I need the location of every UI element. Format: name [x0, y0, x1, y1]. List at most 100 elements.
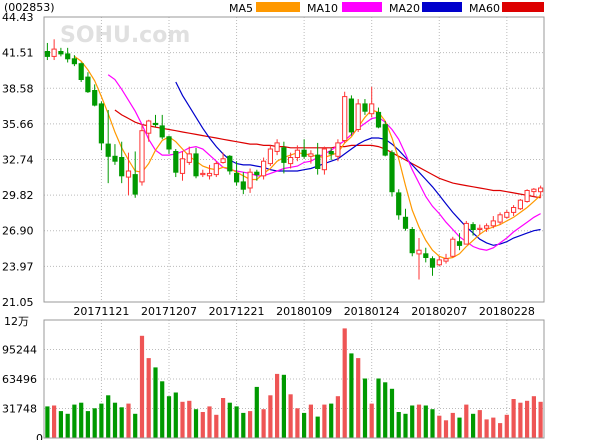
- candle-body: [193, 153, 199, 177]
- volume-bar: [430, 409, 435, 438]
- candle-body: [105, 143, 111, 157]
- volume-bar: [477, 410, 482, 438]
- volume-bar: [531, 396, 536, 438]
- volume-bar: [126, 403, 131, 438]
- volume-bar: [443, 420, 449, 438]
- stock-code: (002853): [4, 1, 55, 14]
- volume-bar: [322, 404, 327, 438]
- candle-body: [517, 199, 523, 210]
- candle-body: [132, 174, 138, 195]
- price-tick-label: 26.90: [2, 225, 34, 238]
- ma60-line: [114, 109, 541, 199]
- candle-body: [470, 224, 476, 231]
- volume-bar: [511, 399, 516, 438]
- volume-bar: [389, 388, 395, 438]
- volume-bar: [200, 412, 205, 438]
- candle-body: [315, 154, 321, 170]
- volume-bar: [376, 378, 381, 438]
- legend-label-ma10: MA10: [307, 2, 338, 15]
- candle-body: [98, 103, 105, 144]
- volume-bar: [214, 414, 219, 438]
- volume-bar: [99, 403, 104, 438]
- volume-bar: [133, 413, 138, 438]
- candle-body: [206, 172, 213, 177]
- candle-body: [497, 214, 503, 223]
- volume-bar: [295, 408, 300, 438]
- volume-bar: [234, 406, 239, 438]
- candle-body: [301, 149, 307, 157]
- candle-body: [416, 249, 422, 255]
- volume-bar: [437, 415, 442, 438]
- volume-bar: [504, 414, 509, 438]
- volume-bar: [281, 374, 286, 438]
- volume-tick-label: 63496: [2, 373, 37, 386]
- volume-bar: [45, 406, 50, 438]
- volume-bar: [261, 409, 266, 438]
- volume-bar: [153, 367, 158, 438]
- candle-body: [308, 153, 314, 157]
- candle-body: [436, 259, 442, 266]
- date-tick-label: 20180207: [411, 305, 467, 318]
- price-panel-frame: [43, 16, 545, 303]
- volume-unit-label: 12万: [4, 315, 29, 328]
- candle-body: [396, 192, 402, 216]
- volume-bar: [248, 411, 253, 438]
- volume-bar: [65, 413, 70, 438]
- volume-bar: [275, 373, 280, 438]
- date-tick-label: 20171207: [141, 305, 197, 318]
- candle-body: [85, 76, 91, 93]
- candle-body: [71, 58, 78, 65]
- candle-body: [119, 157, 125, 177]
- volume-bar: [416, 404, 422, 438]
- date-axis: 20171121 20171207 20171221 20180109 20180124…: [73, 305, 534, 318]
- candle-body: [200, 172, 206, 176]
- volume-bar: [187, 400, 192, 438]
- candle-body: [152, 122, 159, 126]
- candle-body: [484, 225, 490, 229]
- candle-body: [402, 216, 409, 229]
- candle-body: [511, 207, 517, 213]
- candle-body: [409, 229, 415, 254]
- volume-bar: [423, 405, 428, 438]
- volume-bar: [362, 378, 368, 438]
- date-tick-label: 20180109: [276, 305, 332, 318]
- price-tick-label: 32.74: [2, 154, 34, 167]
- price-tick-label: 38.58: [2, 82, 34, 95]
- volume-bar: [450, 412, 455, 438]
- volume-bar: [112, 402, 118, 438]
- watermark-logo: SOHU.com: [60, 23, 190, 48]
- candlestick-series: [44, 39, 544, 280]
- date-tick-label: 20171121: [73, 305, 129, 318]
- price-grid: [44, 16, 544, 438]
- volume-bar: [166, 396, 172, 438]
- price-tick-label: 41.51: [2, 47, 34, 60]
- candle-body: [254, 171, 260, 176]
- candle-body: [490, 220, 496, 227]
- ma5-line: [74, 55, 542, 260]
- candle-body: [51, 48, 57, 57]
- candle-body: [261, 160, 267, 177]
- volume-bar: [180, 401, 185, 438]
- candle-body: [477, 227, 483, 231]
- candle-body: [382, 124, 388, 156]
- volume-bar: [491, 417, 496, 438]
- date-tick-label: 20180228: [479, 305, 535, 318]
- candle-body: [443, 258, 449, 262]
- price-tick-label: 21.05: [2, 296, 34, 309]
- volume-bar: [329, 403, 334, 438]
- candle-body: [146, 120, 152, 134]
- candle-body: [362, 103, 368, 112]
- price-tick-label: 29.82: [2, 189, 34, 202]
- price-tick-label: 35.66: [2, 118, 34, 131]
- candle-body: [389, 152, 395, 193]
- candle-body: [375, 111, 382, 128]
- candle-body: [58, 51, 64, 55]
- candle-body: [456, 241, 463, 246]
- volume-bar: [457, 417, 462, 438]
- candle-body: [240, 181, 246, 190]
- volume-bar: [160, 381, 165, 438]
- volume-bar: [52, 405, 57, 438]
- candle-body: [369, 103, 375, 115]
